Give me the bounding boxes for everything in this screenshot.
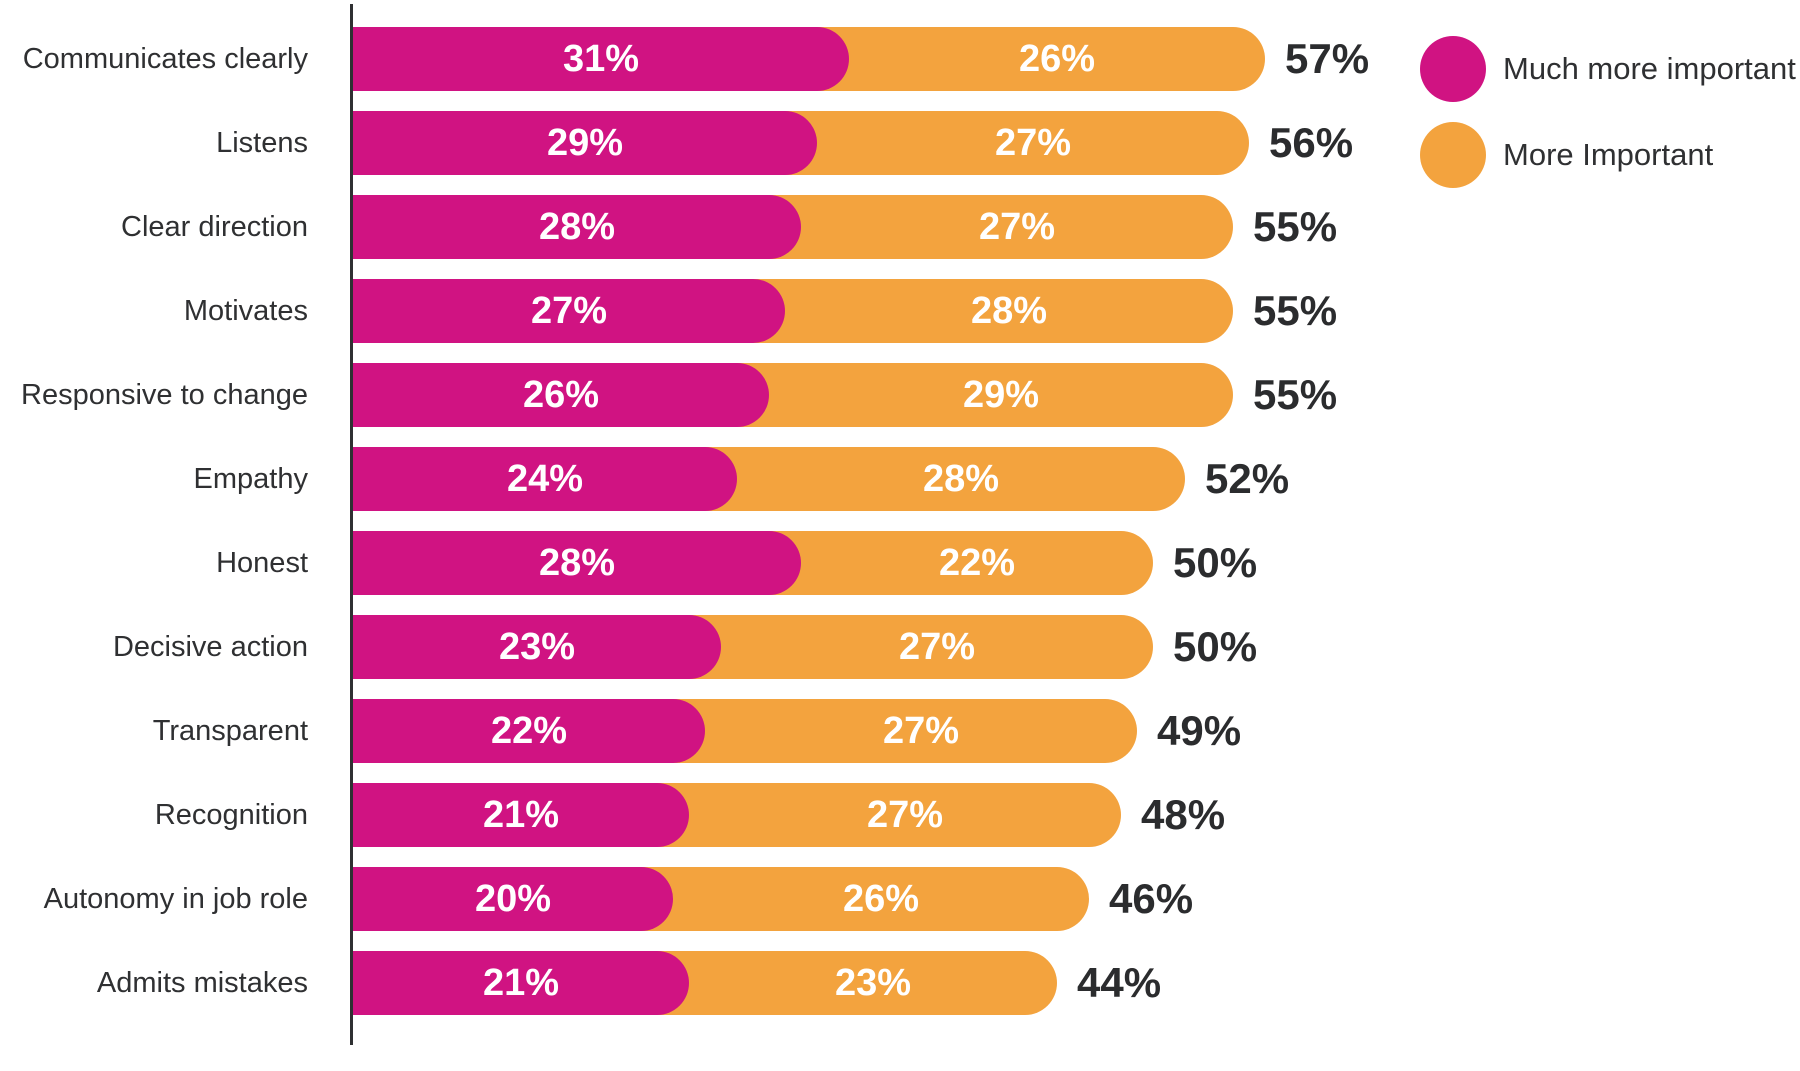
bar-track: 21% 27% 48%	[350, 783, 1800, 847]
value-label-more-important: 27%	[898, 626, 976, 668]
value-label-much-more-important: 29%	[546, 122, 624, 164]
value-label-more-important: 27%	[994, 122, 1072, 164]
bar-segment-much-more-important	[353, 867, 673, 931]
bar-segment-much-more-important	[353, 195, 801, 259]
bar-row: Honest 28% 22% 50%	[0, 521, 1800, 605]
total-label: 50%	[1173, 539, 1258, 586]
category-label: Admits mistakes	[96, 966, 308, 999]
bar-track: 20% 26% 46%	[350, 867, 1800, 931]
category-label: Listens	[216, 126, 308, 159]
bar-row: Autonomy in job role 20% 26% 46%	[0, 857, 1800, 941]
total-label: 50%	[1173, 623, 1258, 670]
bar-row: Communicates clearly 31% 26% 57%	[0, 17, 1800, 101]
value-label-more-important: 26%	[1018, 38, 1096, 80]
category-label: Clear direction	[121, 210, 308, 243]
bar-segment-much-more-important	[353, 27, 849, 91]
bar-track: 21% 23% 44%	[350, 951, 1800, 1015]
value-label-much-more-important: 28%	[538, 206, 616, 248]
bar-row: Clear direction 28% 27% 55%	[0, 185, 1800, 269]
category-label: Transparent	[152, 714, 308, 747]
bar-track: 28% 22% 50%	[350, 531, 1800, 595]
legend-label: More Important	[1503, 137, 1714, 172]
value-label-much-more-important: 24%	[506, 458, 584, 500]
value-label-more-important: 28%	[922, 458, 1000, 500]
bar-row: Transparent 22% 27% 49%	[0, 689, 1800, 773]
value-label-much-more-important: 21%	[482, 794, 560, 836]
category-label: Empathy	[193, 462, 308, 495]
value-label-much-more-important: 21%	[482, 962, 560, 1004]
bar-track: 31% 26% 57%	[350, 27, 1800, 91]
bar-segment-much-more-important	[353, 615, 721, 679]
category-label: Decisive action	[112, 630, 308, 663]
legend-label: Much more important	[1503, 51, 1796, 86]
bar-track: 22% 27% 49%	[350, 699, 1800, 763]
value-label-more-important: 22%	[938, 542, 1016, 584]
value-label-more-important: 27%	[978, 206, 1056, 248]
total-label: 48%	[1141, 791, 1226, 838]
bar-segment-much-more-important	[353, 783, 689, 847]
value-label-more-important: 29%	[962, 374, 1040, 416]
bar-segment-much-more-important	[353, 279, 785, 343]
bar-segment-much-more-important	[353, 447, 737, 511]
bar-row: Listens 29% 27% 56%	[0, 101, 1800, 185]
bar-track: 23% 27% 50%	[350, 615, 1800, 679]
bar-row: Responsive to change 26% 29% 55%	[0, 353, 1800, 437]
total-label: 49%	[1157, 707, 1242, 754]
bar-segment-much-more-important	[353, 111, 817, 175]
bar-row: Empathy 24% 28% 52%	[0, 437, 1800, 521]
bar-segment-much-more-important	[353, 363, 769, 427]
legend-item-much-more-important: Much more important	[1420, 36, 1796, 102]
value-label-more-important: 26%	[842, 878, 920, 920]
bar-segment-much-more-important	[353, 531, 801, 595]
value-label-more-important: 28%	[970, 290, 1048, 332]
total-label: 44%	[1077, 959, 1162, 1006]
total-label: 57%	[1285, 35, 1370, 82]
legend-item-more-important: More Important	[1420, 122, 1796, 188]
value-label-much-more-important: 23%	[498, 626, 576, 668]
bar-segment-much-more-important	[353, 699, 705, 763]
total-label: 55%	[1253, 203, 1338, 250]
y-axis-line	[350, 4, 353, 1045]
total-label: 55%	[1253, 371, 1338, 418]
bar-row: Decisive action 23% 27% 50%	[0, 605, 1800, 689]
bar-row: Admits mistakes 21% 23% 44%	[0, 941, 1800, 1025]
value-label-much-more-important: 31%	[562, 38, 640, 80]
bar-track: 26% 29% 55%	[350, 363, 1800, 427]
legend-swatch-circle-icon	[1420, 122, 1486, 188]
bar-track: 28% 27% 55%	[350, 195, 1800, 259]
bar-track: 24% 28% 52%	[350, 447, 1800, 511]
total-label: 55%	[1253, 287, 1338, 334]
bar-row: Motivates 27% 28% 55%	[0, 269, 1800, 353]
total-label: 52%	[1205, 455, 1290, 502]
total-label: 56%	[1269, 119, 1354, 166]
value-label-much-more-important: 26%	[522, 374, 600, 416]
legend-swatch-circle-icon	[1420, 36, 1486, 102]
value-label-much-more-important: 28%	[538, 542, 616, 584]
category-label: Autonomy in job role	[43, 882, 308, 915]
category-label: Honest	[216, 546, 308, 579]
value-label-more-important: 23%	[834, 962, 912, 1004]
value-label-much-more-important: 20%	[474, 878, 552, 920]
bar-row: Recognition 21% 27% 48%	[0, 773, 1800, 857]
category-label: Responsive to change	[21, 378, 308, 411]
bar-track: 27% 28% 55%	[350, 279, 1800, 343]
bar-track: 29% 27% 56%	[350, 111, 1800, 175]
value-label-more-important: 27%	[866, 794, 944, 836]
value-label-much-more-important: 22%	[490, 710, 568, 752]
category-label: Motivates	[183, 294, 308, 327]
bar-segment-much-more-important	[353, 951, 689, 1015]
legend: Much more important More Important	[1420, 36, 1796, 208]
total-label: 46%	[1109, 875, 1194, 922]
category-label: Recognition	[154, 798, 308, 831]
value-label-more-important: 27%	[882, 710, 960, 752]
category-label: Communicates clearly	[22, 42, 308, 75]
chart-rows: Communicates clearly 31% 26% 57% Listens…	[0, 17, 1800, 1025]
value-label-much-more-important: 27%	[530, 290, 608, 332]
